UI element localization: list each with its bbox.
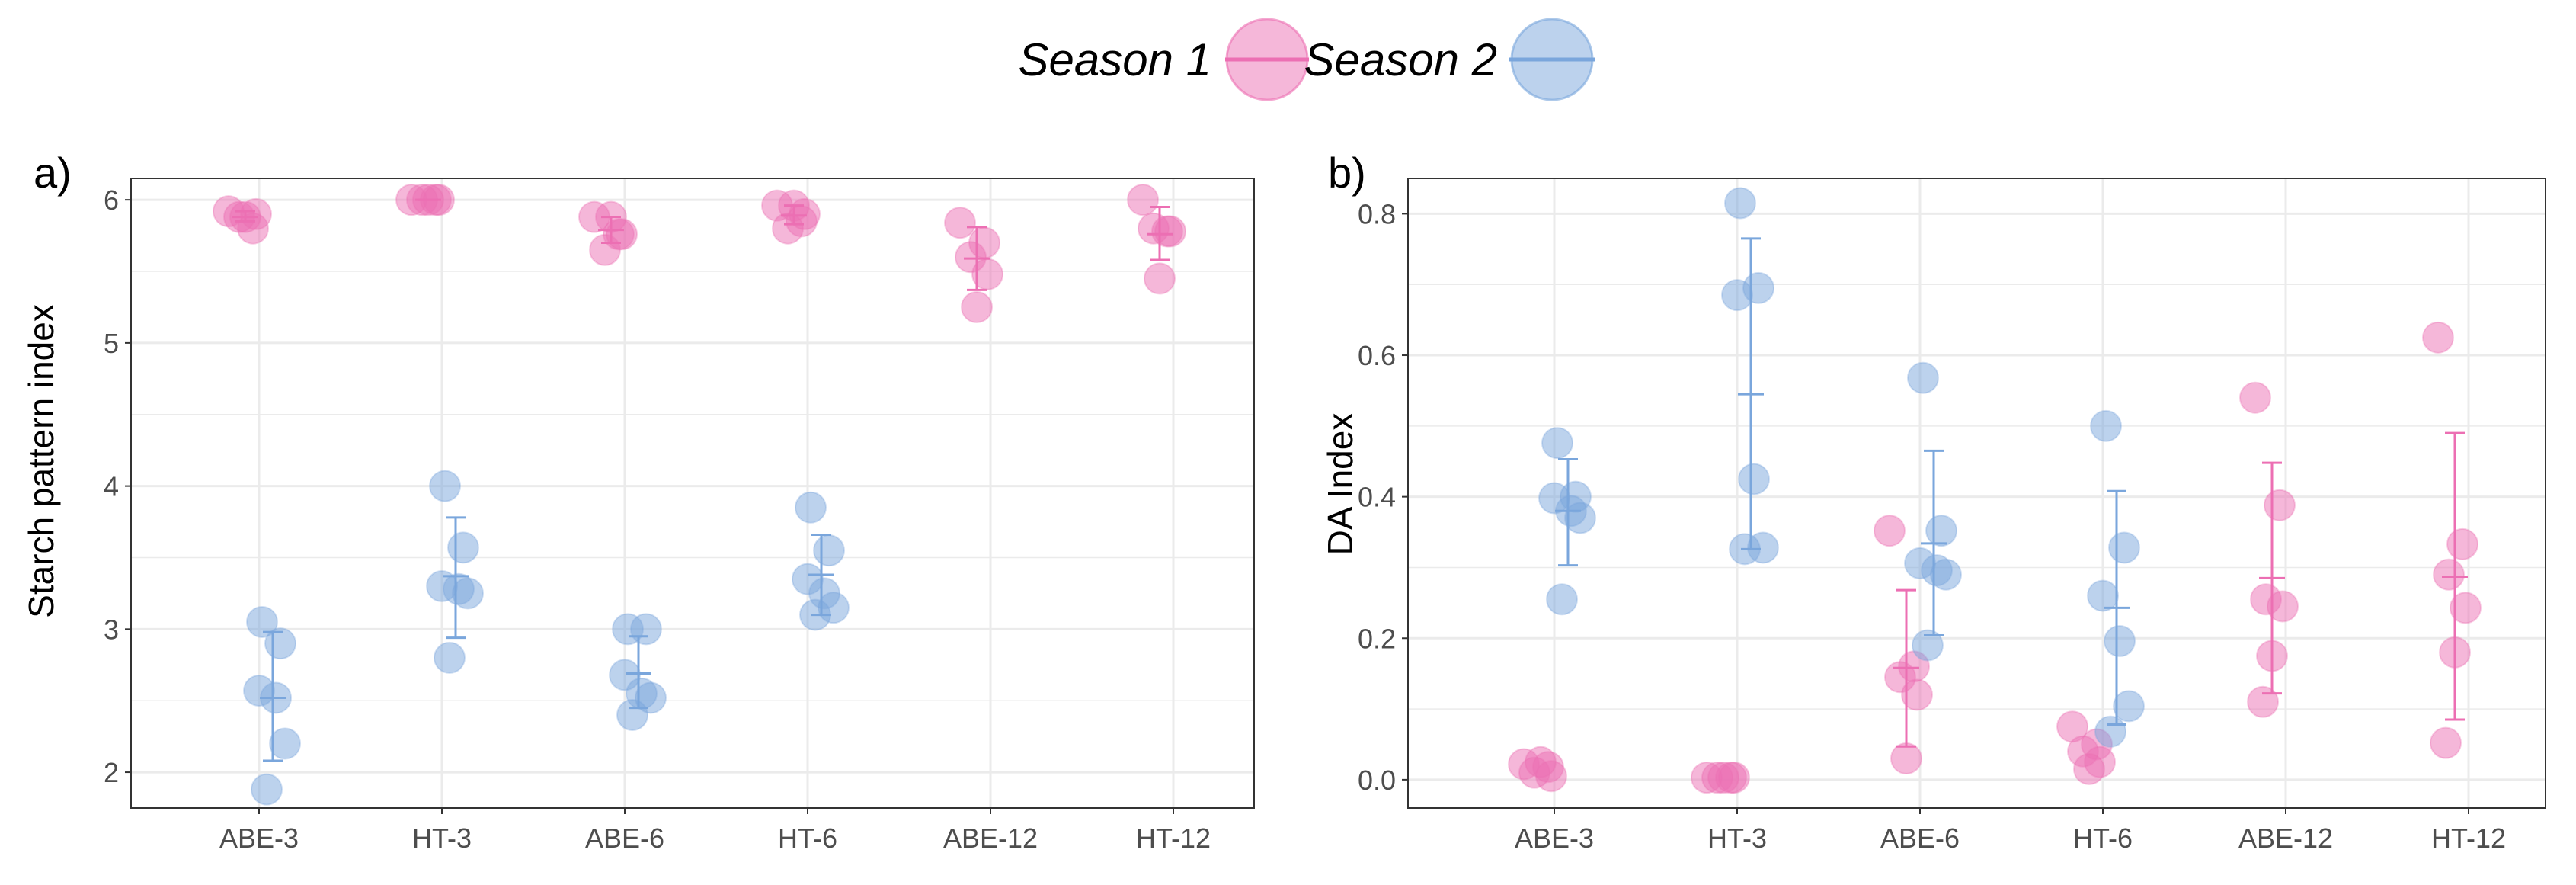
y-tick-labels-a: 2 3 4 5 6 [104, 184, 119, 788]
plot-marks-b [1508, 187, 2482, 794]
data-point-season-1-b [2247, 685, 2279, 718]
plot-marks-a [213, 184, 1186, 806]
x-tick-label: HT-3 [1707, 822, 1767, 854]
data-point-season-2-a [447, 531, 479, 564]
data-point-season-1-b [2267, 590, 2299, 623]
data-point-season-2-b [1912, 629, 1944, 662]
x-tick-label: ABE-3 [219, 822, 299, 854]
data-point-season-2-a [246, 605, 278, 638]
data-point-season-1-a [1154, 215, 1186, 248]
x-tick-label: ABE-12 [943, 822, 1038, 854]
x-tick-label: HT-6 [2073, 822, 2133, 854]
data-point-season-1-b [1901, 678, 1933, 711]
data-point-season-2-b [1738, 463, 1770, 495]
panel-label-a: a) [34, 149, 72, 197]
data-point-season-2-a [429, 470, 461, 502]
data-point-season-2-a [630, 613, 662, 646]
panel-b: b) DA Index 0.00.20.40.60.8 ABE-3 HT-3 ABE… [1320, 149, 2546, 854]
data-point-season-2-b [2104, 624, 2136, 657]
gridlines-a [125, 178, 1254, 814]
data-point-season-2-a [434, 641, 466, 674]
data-point-season-1-a [1127, 184, 1159, 216]
data-point-season-2-b [2094, 715, 2126, 748]
data-point-season-2-b [1925, 515, 1957, 547]
data-point-season-1-a [944, 207, 976, 239]
data-point-season-1-b [2073, 752, 2105, 785]
data-point-season-2-b [1721, 279, 1753, 312]
legend-key-season-1 [1225, 18, 1309, 101]
data-point-season-2-b [2087, 579, 2119, 612]
y-tick-label: 0.8 [1358, 198, 1396, 229]
data-point-season-1-b [2450, 592, 2482, 624]
x-tick-label: ABE-3 [1515, 822, 1594, 854]
y-tick-label: 0.6 [1358, 340, 1396, 371]
data-point-season-2-b [1564, 502, 1596, 534]
data-point-season-1-b [2433, 558, 2465, 591]
data-point-season-2-a [616, 698, 648, 731]
data-point-season-2-a [795, 491, 827, 524]
data-point-season-1-b [2446, 527, 2478, 560]
y-tick-label: 3 [104, 614, 119, 645]
panel-label-b: b) [1328, 149, 1366, 197]
legend: Season 1 Season 2 [1018, 18, 1595, 101]
data-point-season-2-b [1907, 361, 1939, 394]
data-point-season-1-a [961, 290, 993, 323]
data-point-season-1-a [1144, 262, 1176, 295]
plot-frame-a [130, 178, 1255, 809]
legend-key-season-2 [1509, 18, 1595, 101]
y-tick-label: 4 [104, 471, 119, 502]
x-tick-labels-a: ABE-3 HT-3 ABE-6 HT-6 ABE-12 HT-12 [219, 822, 1211, 854]
data-point-season-1-b [1525, 746, 1557, 778]
y-tick-labels-b: 0.0 0.2 0.4 0.6 0.8 [1358, 198, 1396, 795]
y-tick-label: 0.4 [1358, 482, 1396, 513]
data-point-season-2-a [269, 727, 301, 760]
y-tick-label: 0.2 [1358, 623, 1396, 654]
data-point-season-1-b [1890, 742, 1922, 775]
data-point-season-2-b [2108, 531, 2140, 564]
data-point-season-2-a [452, 577, 484, 610]
x-tick-label: ABE-12 [2238, 822, 2333, 854]
data-point-season-2-b [1930, 558, 1962, 591]
data-point-season-2-a [251, 773, 283, 806]
data-point-season-1-b [2264, 489, 2296, 521]
legend-label-season-2: Season 2 [1304, 34, 1497, 85]
y-axis-title-a: Starch pattern index [21, 304, 61, 618]
y-axis-title-b: DA Index [1320, 413, 1360, 556]
data-point-season-1-b [2422, 321, 2454, 354]
data-point-season-2-b [1546, 583, 1578, 616]
legend-label-season-1: Season 1 [1018, 34, 1211, 85]
data-point-season-1-b [2430, 726, 2462, 759]
data-point-season-1-b [1874, 515, 1906, 547]
data-point-season-2-b [2090, 409, 2122, 442]
x-tick-label: HT-3 [412, 822, 472, 854]
y-tick-label: 0.0 [1358, 765, 1396, 796]
x-tick-label: HT-12 [2431, 822, 2506, 854]
data-point-season-2-b [1541, 427, 1573, 460]
plot-frame-b [1407, 178, 2546, 809]
x-tick-label: HT-6 [778, 822, 837, 854]
gridlines-b [1402, 178, 2546, 814]
x-tick-label: ABE-6 [1880, 822, 1960, 854]
data-point-season-2-b [1724, 187, 1756, 220]
y-tick-label: 6 [104, 184, 119, 216]
data-point-season-2-b [2113, 690, 2145, 723]
y-tick-label: 5 [104, 328, 119, 359]
data-point-season-1-b [1707, 762, 1739, 794]
x-tick-label: HT-12 [1136, 822, 1211, 854]
data-point-season-2-a [813, 534, 845, 567]
x-tick-labels-b: ABE-3 HT-3 ABE-6 HT-6 ABE-12 HT-12 [1515, 822, 2506, 854]
y-tick-label: 2 [104, 757, 119, 788]
x-tick-label: ABE-6 [585, 822, 664, 854]
data-point-season-1-b [2239, 381, 2271, 414]
